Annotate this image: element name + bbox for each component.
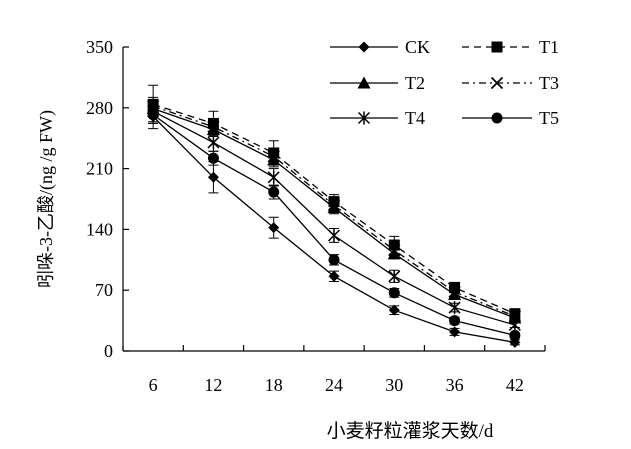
data-point-t3 xyxy=(327,198,341,212)
legend-item-t1: T1 xyxy=(462,37,559,57)
y-tick-label: 140 xyxy=(86,219,113,239)
chart-axes xyxy=(122,47,545,352)
legend: CK T1 T2 T3 T4 T5 xyxy=(330,37,559,128)
data-point-t5 xyxy=(449,315,461,327)
data-point-t5 xyxy=(268,186,280,198)
data-point-t3 xyxy=(207,120,220,134)
series-t4 xyxy=(147,100,521,332)
legend-label: T4 xyxy=(405,108,425,128)
data-point-t3 xyxy=(508,310,521,323)
x-axis-label: 小麦籽粒灌浆天数/d xyxy=(327,420,494,442)
data-point-ck xyxy=(388,304,400,316)
legend-label: T2 xyxy=(405,73,425,93)
x-tick-label: 6 xyxy=(149,375,158,395)
series-layer xyxy=(146,84,522,348)
data-point-ck xyxy=(207,171,219,183)
legend-item-ck: CK xyxy=(330,37,430,57)
y-tick-label: 280 xyxy=(86,98,113,118)
y-axis-label: 吲哚-3-乙酸/(ng /g FW) xyxy=(36,110,57,288)
data-point-t5 xyxy=(328,254,340,266)
x-tick-label: 42 xyxy=(506,375,524,395)
legend-item-t2: T2 xyxy=(330,73,425,93)
legend-marker xyxy=(491,112,503,124)
legend-label: CK xyxy=(405,37,430,57)
legend-label: T5 xyxy=(539,108,559,128)
legend-marker xyxy=(358,41,370,53)
series-ck xyxy=(147,103,521,348)
legend-marker xyxy=(490,76,504,90)
data-point-t4 xyxy=(448,301,461,315)
data-point-t4 xyxy=(207,136,220,150)
legend-item-t3: T3 xyxy=(462,73,559,93)
x-tick-label: 30 xyxy=(385,375,403,395)
series-line-t4 xyxy=(152,110,516,326)
data-point-t4 xyxy=(508,318,521,332)
data-point-t3 xyxy=(388,244,401,257)
y-axis-ticks: 0 70 140 210 280 350 xyxy=(86,37,129,361)
y-tick-label: 210 xyxy=(86,159,113,179)
data-point-t4 xyxy=(327,228,341,242)
legend-marker xyxy=(357,111,371,125)
y-tick-label: 350 xyxy=(86,37,113,57)
x-tick-label: 18 xyxy=(265,375,283,395)
legend-label: T3 xyxy=(539,73,559,93)
legend-marker xyxy=(491,41,503,53)
series-t5 xyxy=(147,105,521,341)
x-axis-ticks: 6 12 18 24 30 36 42 xyxy=(122,345,546,395)
legend-marker xyxy=(357,76,371,89)
x-tick-label: 36 xyxy=(446,375,464,395)
legend-item-t4: T4 xyxy=(330,108,425,128)
legend-label: T1 xyxy=(539,37,559,57)
data-point-t4 xyxy=(267,170,280,184)
series-line-t5 xyxy=(152,114,516,336)
series-t2 xyxy=(146,99,522,324)
data-point-t5 xyxy=(147,109,159,121)
data-point-t3 xyxy=(448,285,461,299)
x-tick-label: 24 xyxy=(325,375,343,395)
data-point-t3 xyxy=(267,150,280,163)
legend-item-t5: T5 xyxy=(462,108,559,128)
data-point-t5 xyxy=(207,152,219,164)
data-point-ck xyxy=(328,270,340,282)
data-point-t5 xyxy=(509,329,521,341)
y-tick-label: 0 xyxy=(104,341,113,361)
series-t3 xyxy=(147,96,521,323)
data-point-ck xyxy=(268,222,280,234)
data-point-t4 xyxy=(388,269,401,283)
data-point-ck xyxy=(449,326,461,338)
y-tick-label: 70 xyxy=(95,280,113,300)
x-tick-label: 12 xyxy=(204,375,222,395)
data-point-t5 xyxy=(388,287,400,299)
